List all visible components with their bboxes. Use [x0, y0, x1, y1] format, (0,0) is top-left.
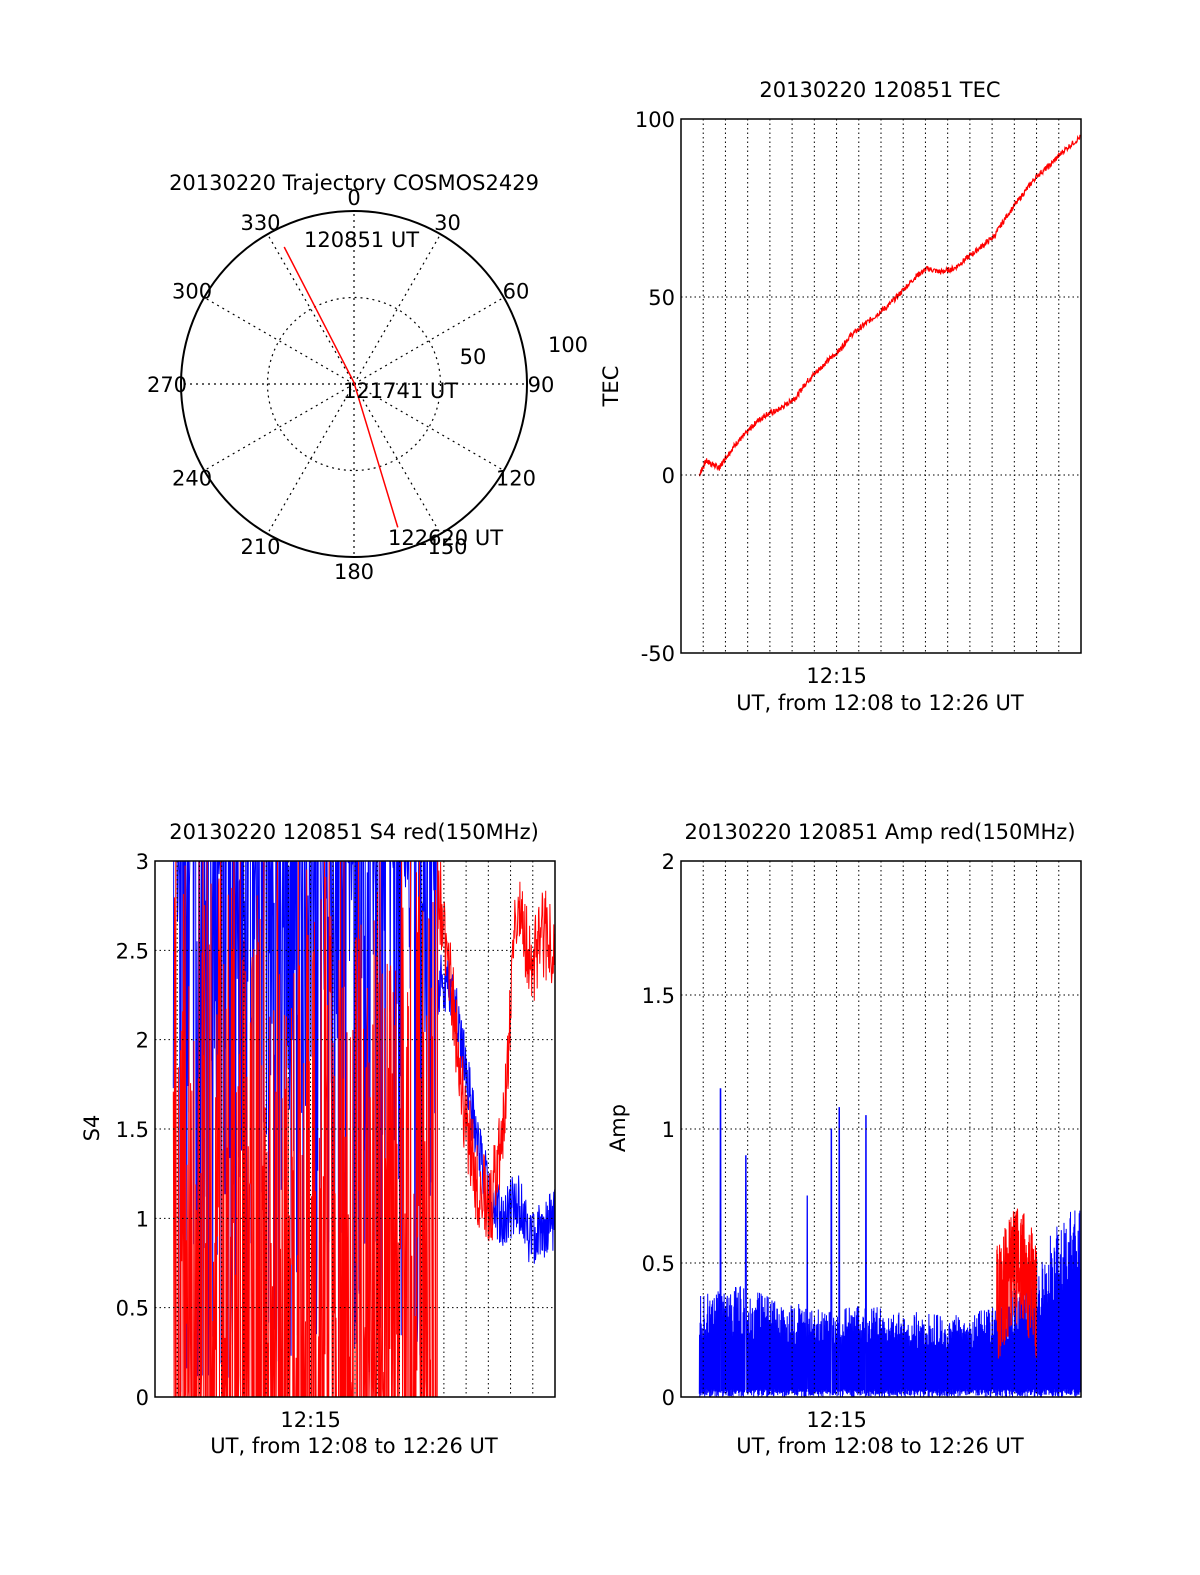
tec-chart: 20130220 120851 TEC TEC UT, from 12:08 t… [599, 78, 1082, 715]
polar-angle-labels: 0 30 60 90 120 150 180 210 240 270 300 330 [147, 186, 554, 584]
plot-data [698, 1088, 1082, 1398]
polar-angle-label: 90 [528, 373, 555, 397]
y-tick-label: 2.5 [116, 939, 149, 963]
y-tick-label: 1 [136, 1207, 149, 1231]
polar-radius-label-100: 100 [548, 333, 588, 357]
tec-plot-area: 100 50 0 -50 12:15 [635, 108, 1082, 688]
polar-angle-label: 240 [172, 467, 212, 491]
amp-title: 20130220 120851 Amp red(150MHz) [684, 820, 1075, 844]
plot-grid [681, 119, 1081, 653]
polar-grid-spoke [353, 383, 505, 472]
amp-plot-area: 2 1.5 1 0.5 0 12:15 [642, 850, 1082, 1432]
polar-angle-label: 330 [240, 211, 280, 235]
trajectory-line [283, 246, 399, 528]
tec-x-axis-label: UT, from 12:08 to 12:26 UT [736, 691, 1024, 715]
amp-red-series [996, 1208, 1038, 1359]
polar-grid-spoke [353, 383, 442, 535]
plot-grid [155, 861, 555, 1397]
polar-angle-label: 0 [347, 186, 360, 210]
amp-x-axis-label: UT, from 12:08 to 12:26 UT [736, 1434, 1024, 1458]
s4-x-axis-label: UT, from 12:08 to 12:26 UT [210, 1434, 498, 1458]
polar-grid [181, 211, 527, 557]
amp-blue-series [698, 1088, 1082, 1398]
y-tick-label: 0.5 [116, 1297, 149, 1321]
s4-title: 20130220 120851 S4 red(150MHz) [169, 820, 539, 844]
polar-grid-spoke [353, 296, 505, 385]
polar-angle-label: 270 [147, 373, 187, 397]
plot-frame [680, 118, 1082, 654]
plot-frame [680, 860, 1082, 1398]
trajectory-mid-label: 121741 UT [343, 379, 458, 403]
polar-title: 20130220 Trajectory COSMOS2429 [169, 171, 539, 195]
y-tick-label: 1 [662, 1118, 675, 1142]
y-tick-label: 2 [662, 850, 675, 874]
amp-chart: 20130220 120851 Amp red(150MHz) Amp UT, … [606, 820, 1082, 1458]
x-tick-label: 12:15 [806, 1408, 867, 1432]
y-tick-label: 0 [662, 464, 675, 488]
x-tick-label: 12:15 [280, 1408, 341, 1432]
polar-angle-label: 210 [240, 535, 280, 559]
s4-chart: 20130220 120851 S4 red(150MHz) S4 UT, fr… [80, 820, 556, 1458]
polar-angle-label: 120 [496, 467, 536, 491]
y-tick-label: 1.5 [116, 1118, 149, 1142]
polar-angle-label: 60 [503, 280, 530, 304]
polar-radius-label-50: 50 [460, 345, 487, 369]
tec-y-axis-label: TEC [599, 366, 623, 408]
polar-grid-spoke [266, 383, 355, 535]
trajectory-start-label: 120851 UT [304, 228, 419, 252]
polar-angle-label: 180 [334, 560, 374, 584]
s4-plot-area: 3 2.5 2 1.5 1 0.5 0 12:15 [116, 850, 556, 1432]
plot-data [698, 134, 1081, 477]
y-tick-label: 1.5 [642, 984, 675, 1008]
polar-grid-ring [266, 296, 442, 472]
s4-y-axis-label: S4 [80, 1115, 104, 1142]
polar-grid-spoke [203, 383, 355, 472]
trajectory-end-label: 122620 UT [388, 526, 503, 550]
polar-angle-label: 300 [172, 280, 212, 304]
amp-y-axis-label: Amp [606, 1104, 630, 1152]
y-tick-label: 0 [136, 1386, 149, 1410]
polar-grid-spoke [353, 233, 442, 385]
polar-angle-label: 150 [427, 535, 467, 559]
polar-trajectory-chart: 20130220 Trajectory COSMOS2429 0 30 60 90 12… [147, 171, 588, 584]
tec-series-line [698, 134, 1081, 477]
plot-frame [154, 860, 556, 1398]
y-tick-label: 3 [136, 850, 149, 874]
x-tick-label: 12:15 [806, 664, 867, 688]
y-tick-label: 2 [136, 1029, 149, 1053]
polar-angle-label: 30 [434, 211, 461, 235]
y-tick-label: 100 [635, 108, 675, 132]
y-tick-label: -50 [641, 642, 675, 666]
plot-grid [681, 861, 1081, 1397]
polar-outer-circle [180, 210, 528, 558]
polar-grid-spoke [203, 296, 355, 385]
y-tick-label: 0.5 [642, 1252, 675, 1276]
polar-grid-spoke [266, 233, 355, 385]
y-tick-label: 0 [662, 1386, 675, 1410]
y-tick-label: 50 [648, 286, 675, 310]
tec-title: 20130220 120851 TEC [759, 78, 1000, 102]
